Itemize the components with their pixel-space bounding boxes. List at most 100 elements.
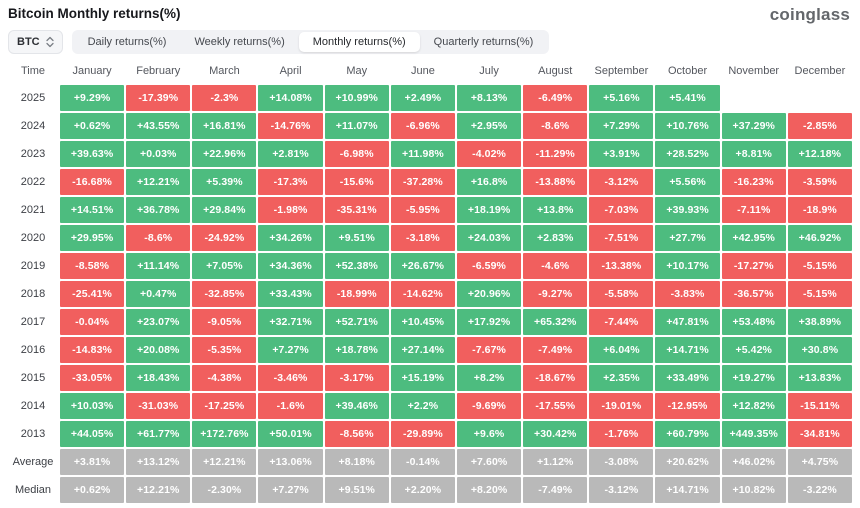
- return-cell: +53.48%: [721, 309, 786, 335]
- row-label-2017: 2017: [20, 316, 46, 328]
- return-cell: +2.49%: [390, 85, 455, 111]
- symbol-label: BTC: [17, 36, 40, 48]
- return-cell: -7.44%: [589, 309, 654, 335]
- return-cell: +43.55%: [126, 113, 191, 139]
- return-cell: -2.85%: [787, 113, 852, 139]
- return-cell: +50.01%: [258, 421, 323, 447]
- return-cell: +12.21%: [126, 477, 191, 503]
- return-cell: -11.29%: [523, 141, 588, 167]
- return-cell: +449.35%: [721, 421, 786, 447]
- return-cell: +11.98%: [390, 141, 455, 167]
- column-header-month: February: [136, 65, 181, 77]
- return-cell: +10.03%: [60, 393, 125, 419]
- return-cell: -14.83%: [60, 337, 125, 363]
- return-cell: +39.93%: [655, 197, 720, 223]
- return-cell: +13.8%: [523, 197, 588, 223]
- return-cell: +2.81%: [258, 141, 323, 167]
- return-cell: -7.49%: [523, 477, 588, 503]
- return-cell: -7.49%: [523, 337, 588, 363]
- return-cell: +7.27%: [258, 477, 323, 503]
- return-cell: -18.67%: [523, 365, 588, 391]
- column-header-month: May: [346, 65, 368, 77]
- return-cell: -24.92%: [192, 225, 257, 251]
- return-cell: -36.57%: [721, 281, 786, 307]
- return-cell: +30.8%: [787, 337, 852, 363]
- return-cell: +7.05%: [192, 253, 257, 279]
- row-label-2018: 2018: [20, 288, 46, 300]
- return-cell: -16.68%: [60, 169, 125, 195]
- return-cell: -3.17%: [324, 365, 389, 391]
- return-cell: +0.47%: [126, 281, 191, 307]
- return-cell: -1.98%: [258, 197, 323, 223]
- return-cell: +4.75%: [787, 449, 852, 475]
- return-cell: -5.35%: [192, 337, 257, 363]
- tab-monthly-returns[interactable]: Monthly returns(%): [298, 32, 420, 52]
- return-cell: -14.76%: [258, 113, 323, 139]
- return-cell: -13.88%: [523, 169, 588, 195]
- return-cell: -2.3%: [192, 85, 257, 111]
- return-cell: +29.84%: [192, 197, 257, 223]
- return-cell: -8.6%: [126, 225, 191, 251]
- return-cell: +2.95%: [456, 113, 522, 139]
- return-cell: +61.77%: [126, 421, 191, 447]
- return-cell: -8.56%: [324, 421, 389, 447]
- return-cell: +5.41%: [655, 85, 720, 111]
- return-cell: +11.07%: [324, 113, 389, 139]
- return-cell: +7.27%: [258, 337, 323, 363]
- return-cell: -12.95%: [655, 393, 720, 419]
- column-header-month: October: [668, 65, 708, 77]
- return-cell: +47.81%: [655, 309, 720, 335]
- return-cell: +5.39%: [192, 169, 257, 195]
- toolbar: BTC Daily returns(%) Weekly returns(%) Mon…: [0, 23, 860, 57]
- column-header-month: December: [794, 65, 846, 77]
- return-cell: +18.78%: [324, 337, 389, 363]
- return-cell: +42.95%: [721, 225, 786, 251]
- return-cell: +8.20%: [456, 477, 522, 503]
- return-cell: +9.6%: [456, 421, 522, 447]
- return-cell: -4.38%: [192, 365, 257, 391]
- return-cell: +52.71%: [324, 309, 389, 335]
- return-cell: -7.03%: [589, 197, 654, 223]
- return-cell: -6.96%: [390, 113, 455, 139]
- return-cell: -9.27%: [523, 281, 588, 307]
- monthly-returns-table: Time January February March April May June July…: [0, 57, 860, 508]
- row-label-2019: 2019: [20, 260, 46, 272]
- return-cell: +172.76%: [192, 421, 257, 447]
- return-cell: +5.56%: [655, 169, 720, 195]
- return-cell: +23.07%: [126, 309, 191, 335]
- return-cell: +11.14%: [126, 253, 191, 279]
- return-cell: +2.83%: [523, 225, 588, 251]
- return-cell: +22.96%: [192, 141, 257, 167]
- return-cell: -5.15%: [787, 281, 852, 307]
- return-cell: +39.63%: [60, 141, 125, 167]
- return-cell: -5.58%: [589, 281, 654, 307]
- column-header-month: January: [72, 65, 112, 77]
- return-cell: +15.19%: [390, 365, 455, 391]
- return-cell: +10.17%: [655, 253, 720, 279]
- symbol-selector[interactable]: BTC: [8, 30, 63, 54]
- return-cell: +7.60%: [456, 449, 522, 475]
- tab-weekly-returns[interactable]: Weekly returns(%): [194, 36, 285, 48]
- return-cell: -34.81%: [787, 421, 852, 447]
- return-cell: +0.03%: [126, 141, 191, 167]
- return-cell: +32.71%: [258, 309, 323, 335]
- row-label-average: Average: [12, 456, 54, 468]
- return-cell: -4.6%: [523, 253, 588, 279]
- return-cell: +16.8%: [456, 169, 522, 195]
- return-cell: -19.01%: [589, 393, 654, 419]
- tab-quarterly-returns[interactable]: Quarterly returns(%): [433, 36, 534, 48]
- return-cell: +37.29%: [721, 113, 786, 139]
- return-cell: +26.67%: [390, 253, 455, 279]
- return-cell: +30.42%: [523, 421, 588, 447]
- tab-daily-returns[interactable]: Daily returns(%): [87, 36, 167, 48]
- return-cell: +27.7%: [655, 225, 720, 251]
- return-cell: -6.49%: [523, 85, 588, 111]
- return-cell: +20.08%: [126, 337, 191, 363]
- return-cell: -35.31%: [324, 197, 389, 223]
- return-cell: +36.78%: [126, 197, 191, 223]
- return-cell: -18.9%: [787, 197, 852, 223]
- return-cell: +9.29%: [60, 85, 125, 111]
- return-cell: +9.51%: [324, 477, 389, 503]
- return-cell: [722, 85, 786, 111]
- row-label-2014: 2014: [20, 400, 46, 412]
